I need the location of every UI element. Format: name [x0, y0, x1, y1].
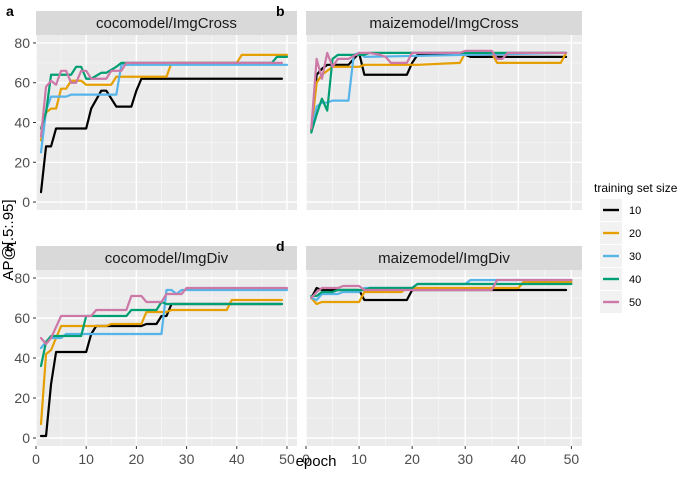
x-tick-label: 40	[229, 451, 245, 467]
panel-letter: d	[276, 238, 285, 254]
y-tick-label: 40	[14, 115, 30, 131]
legend-title: training set size	[594, 181, 678, 195]
legend-label: 10	[629, 205, 641, 217]
legend-label: 30	[629, 251, 641, 263]
x-tick-label: 10	[78, 451, 94, 467]
x-tick-label: 0	[32, 451, 40, 467]
series-group	[39, 53, 289, 194]
x-tick-label: 30	[179, 451, 195, 467]
series-group	[310, 49, 568, 134]
gridlines	[35, 270, 297, 446]
y-tick-label: 0	[22, 430, 30, 446]
y-axis-title: AP@[.5:.95]	[0, 199, 17, 280]
panel-a: cocomodel/ImgCross a 0 20 40 60 80	[6, 3, 297, 210]
panel-c: cocomodel/ImgDiv c 0 20 40 60 80 0 10 20 30 40 50	[6, 238, 297, 467]
series-line-30	[39, 63, 289, 154]
series-line-20	[39, 298, 284, 426]
panel-title: maizemodel/ImgCross	[369, 15, 518, 32]
panel-letter: a	[6, 3, 14, 19]
panel-letter: c	[6, 238, 14, 254]
x-tick-label: 30	[457, 451, 473, 467]
panel-title: cocomodel/ImgDiv	[105, 250, 229, 267]
series-line-10	[39, 77, 284, 194]
panel-strip	[306, 246, 582, 270]
y-tick-label: 60	[14, 310, 30, 326]
series-group	[39, 286, 289, 438]
x-tick-label: 10	[351, 451, 367, 467]
y-tick-label: 80	[14, 270, 30, 286]
y-tick-label: 20	[14, 154, 30, 170]
series-line-40	[39, 300, 284, 368]
panel-title: maizemodel/ImgDiv	[378, 250, 510, 267]
y-tick-label: 80	[14, 35, 30, 51]
x-tick-label: 40	[511, 451, 527, 467]
series-line-50	[39, 286, 289, 346]
series-group	[310, 278, 573, 306]
panel-strip	[306, 11, 582, 35]
x-tick-label: 20	[404, 451, 420, 467]
y-tick-label: 0	[22, 194, 30, 210]
x-tick-label: 50	[564, 451, 580, 467]
y-tick-label: 20	[14, 390, 30, 406]
series-line-50	[310, 278, 573, 300]
panel-b: maizemodel/ImgCross b	[276, 3, 582, 210]
x-tick-label: 20	[129, 451, 145, 467]
y-tick-label: 40	[14, 350, 30, 366]
legend-label: 40	[629, 274, 641, 286]
y-tick-label: 60	[14, 75, 30, 91]
panel-title: cocomodel/ImgCross	[96, 15, 237, 32]
panel-strip	[36, 11, 297, 35]
panel-letter: b	[276, 3, 285, 19]
legend-label: 50	[629, 297, 641, 309]
panel-d: maizemodel/ImgDiv d 0 10 20 30 40 50	[276, 238, 582, 467]
panel-strip	[36, 246, 297, 270]
x-tick-label: 50	[279, 451, 295, 467]
legend: training set size 10 20 30 40 50	[594, 181, 678, 313]
series-line-50	[310, 49, 568, 130]
series-line-20	[310, 280, 573, 306]
series-line-20	[310, 51, 568, 132]
gridlines	[305, 270, 582, 446]
x-tick-label: 0	[302, 451, 310, 467]
legend-label: 20	[629, 228, 641, 240]
series-line-50	[39, 61, 284, 138]
x-axis-title: epoch	[296, 453, 337, 470]
